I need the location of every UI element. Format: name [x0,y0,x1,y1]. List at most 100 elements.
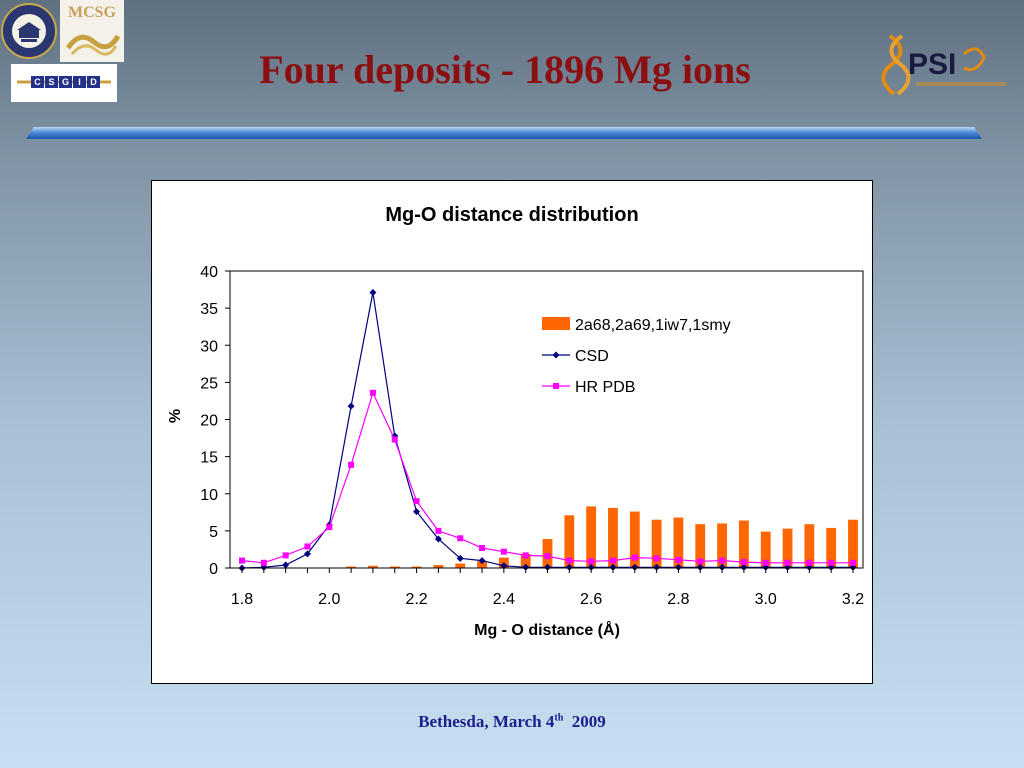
x-axis-label: Mg - O distance (Å) [474,620,620,639]
chart-legend: 2a68,2a69,1iw7,1smy CSD HR PDB [542,317,731,396]
bar-2a68-series [848,519,858,568]
x-tick-label: 2.0 [318,591,340,608]
point-hr-pdb [850,559,856,566]
bar-2a68-series [760,531,771,568]
svg-text:G: G [62,77,69,87]
x-tick-label: 3.0 [755,591,777,608]
y-tick-label: 10 [200,487,218,504]
point-hr-pdb [784,559,791,566]
footer-year: 2009 [571,712,606,731]
point-csd [718,563,726,571]
point-hr-pdb [719,557,726,564]
bar-2a68-series [629,511,640,568]
point-csd [740,563,748,571]
x-tick-label: 2.8 [667,591,689,608]
point-hr-pdb [609,557,616,564]
point-csd [282,561,290,569]
bar-2a68-series [520,553,531,568]
bar-2a68-series [782,528,793,568]
bar-2a68-series [389,566,400,568]
point-csd [587,563,595,571]
legend-label-csd: CSD [575,348,609,365]
slide-title: Four deposits - 1896 Mg ions [259,47,751,92]
point-hr-pdb [500,548,507,555]
footer-ordinal: th [554,712,564,724]
footer-place: Bethesda, March 4 [418,712,555,731]
point-hr-pdb [435,527,442,534]
point-hr-pdb [239,557,245,564]
legend-label-2a68-2a69-1iw7-1smy: 2a68,2a69,1iw7,1smy [575,317,731,334]
bar-2a68-series [564,515,575,568]
bar-2a68-series [673,517,684,568]
uva-logo [0,0,58,62]
point-hr-pdb [828,559,835,566]
y-tick-label: 0 [209,561,218,578]
bar-2a68-series [455,563,466,568]
csgid-logo: C S G I D [11,64,117,102]
point-csd [674,563,682,571]
mcsg-logo: MCSG [60,0,124,62]
x-tick-label: 2.4 [493,591,515,608]
point-hr-pdb [653,555,660,562]
y-tick-label: 20 [200,413,218,430]
legend-marker-csd [552,351,560,359]
point-hr-pdb [762,559,769,566]
bar-2a68-series [586,506,597,568]
bar-2a68-series [368,565,378,568]
point-hr-pdb [304,543,311,550]
x-tick-label: 2.6 [580,591,602,608]
chart-title: Mg-O distance distribution [385,204,638,226]
y-axis-label: % [167,409,184,423]
point-csd [522,563,530,571]
point-hr-pdb [457,535,464,542]
svg-text:PSI: PSI [908,48,956,81]
point-csd [369,289,377,297]
point-csd [696,563,704,571]
point-hr-pdb [806,559,813,566]
y-tick-label: 40 [200,264,218,281]
title-underline-bar [26,127,982,139]
point-csd [303,550,311,558]
point-hr-pdb [260,559,267,566]
svg-text:C: C [34,77,41,87]
svg-text:D: D [90,77,97,87]
bar-2a68-series [695,524,706,568]
bar-2a68-series [738,520,749,568]
plot-area-frame [229,270,864,569]
point-csd [347,402,355,410]
svg-text:MCSG: MCSG [68,4,117,21]
point-hr-pdb [522,552,529,559]
bar-2a68-series [804,524,815,568]
point-hr-pdb [413,498,420,505]
point-hr-pdb [326,524,333,531]
slide-footer: Bethesda, March 4th 2009 [0,712,1024,732]
bar-2a68-series [433,565,444,568]
point-csd [413,508,421,516]
point-csd [544,563,551,571]
point-hr-pdb [675,556,682,563]
point-hr-pdb [588,558,595,565]
x-tick-label: 2.2 [405,591,427,608]
line-csd [241,292,853,569]
point-csd [631,563,639,571]
point-hr-pdb [631,554,638,561]
point-hr-pdb [479,544,486,551]
bar-2a68-series [346,566,357,568]
point-hr-pdb [697,558,704,565]
y-tick-label: 5 [209,524,218,541]
point-csd [434,535,442,543]
point-hr-pdb [369,389,376,396]
y-tick-label: 30 [200,338,218,355]
x-tick-label: 3.2 [842,591,864,608]
point-csd [653,563,661,571]
point-hr-pdb [282,552,289,559]
legend-marker-hr-pdb [553,383,559,389]
y-tick-label: 35 [200,301,218,318]
bar-2a68-series [651,519,662,568]
y-tick-label: 25 [200,375,218,392]
point-hr-pdb [740,559,747,566]
point-csd [456,554,464,562]
bar-2a68-series [608,507,618,568]
mg-o-distance-chart: Mg-O distance distribution 0 5 10 15 20 25 30 3… [167,204,864,639]
x-tick-label: 1.8 [231,591,253,608]
